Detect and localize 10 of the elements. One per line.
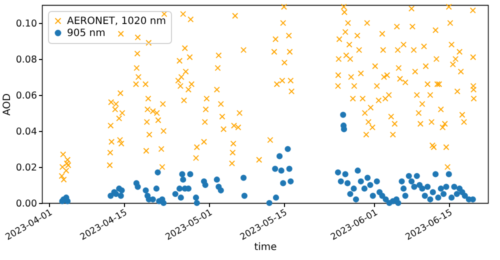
legend-label: AERONET, 1020 nm — [67, 16, 166, 27]
y-tick-label: 0.00 — [16, 198, 37, 210]
y-tick-label: 0.02 — [16, 162, 37, 174]
x-axis-title: time — [254, 242, 277, 253]
legend-label: 905 nm — [67, 28, 106, 39]
y-tick-label: 0.04 — [16, 126, 37, 138]
y-axis-title: AOD — [2, 93, 13, 116]
y-tick-label: 0.10 — [16, 18, 37, 30]
y-tick-label: 0.06 — [16, 90, 37, 102]
y-tick-label: 0.08 — [16, 54, 37, 66]
